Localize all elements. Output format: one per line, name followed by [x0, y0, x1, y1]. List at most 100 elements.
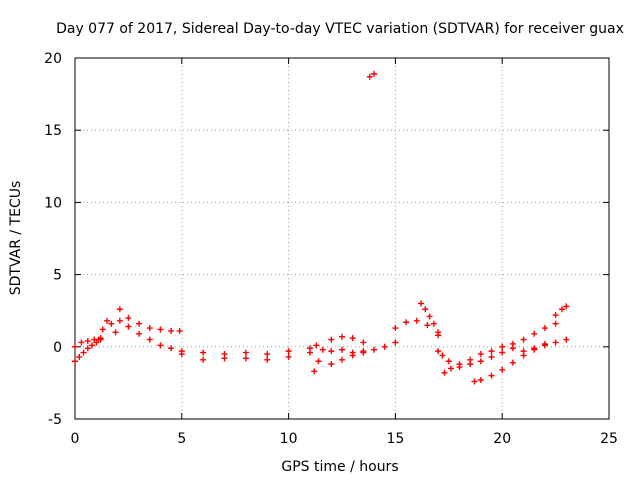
data-point: [168, 345, 175, 352]
data-point: [136, 330, 143, 337]
data-point: [112, 329, 119, 336]
data-point: [339, 346, 345, 353]
data-point: [563, 336, 570, 343]
data-point: [95, 336, 102, 343]
data-point: [509, 359, 516, 366]
data-point: [136, 320, 143, 327]
data-point: [392, 325, 399, 332]
data-point: [306, 345, 313, 352]
x-tick-label: 10: [280, 431, 298, 447]
data-point: [349, 352, 356, 359]
data-point: [264, 351, 271, 358]
y-tick-label: -5: [48, 412, 62, 428]
data-point: [552, 312, 559, 319]
y-tick-label: 5: [53, 268, 62, 284]
data-point: [311, 368, 318, 375]
x-tick-label: 25: [600, 431, 618, 447]
data-point: [157, 326, 164, 333]
x-tick-label: 5: [177, 431, 186, 447]
data-point: [413, 317, 420, 324]
data-point: [84, 338, 91, 345]
data-point: [426, 313, 433, 320]
data-point: [499, 366, 506, 373]
grid-lines: [75, 58, 609, 419]
data-point: [471, 378, 478, 385]
data-point: [125, 323, 132, 330]
data-point: [467, 356, 474, 363]
data-point: [146, 336, 153, 343]
data-point: [178, 351, 185, 358]
data-point: [108, 320, 115, 327]
data-point: [488, 372, 495, 379]
data-point: [403, 319, 410, 326]
data-point: [371, 70, 378, 77]
x-tick-labels: 0 5 10 15 20 25: [71, 431, 618, 447]
data-point: [488, 353, 495, 360]
data-point: [499, 349, 506, 356]
data-point: [477, 377, 484, 384]
data-point: [552, 339, 559, 346]
data-point: [488, 348, 495, 355]
data-point: [477, 351, 484, 358]
data-point: [520, 336, 527, 343]
data-point: [422, 306, 429, 313]
data-point: [242, 349, 249, 356]
data-point: [328, 348, 335, 355]
plot-frame: [74, 57, 610, 420]
y-tick-labels: -5 0 5 10 15 20: [44, 51, 62, 428]
data-point: [157, 342, 164, 349]
data-point: [99, 326, 106, 333]
data-point: [319, 346, 326, 353]
data-point: [146, 325, 153, 332]
data-point: [541, 325, 548, 332]
data-point: [435, 332, 442, 339]
data-point: [435, 348, 442, 355]
data-point: [84, 345, 91, 352]
data-point: [176, 327, 183, 334]
data-point: [125, 314, 132, 321]
data-point: [418, 300, 425, 307]
data-point: [552, 320, 559, 327]
data-point: [285, 348, 292, 355]
data-point: [456, 361, 463, 368]
data-point: [89, 342, 96, 349]
y-tick-label: 0: [53, 340, 62, 356]
data-point: [366, 73, 373, 80]
y-tick-label: 15: [44, 123, 62, 139]
y-tick-label: 20: [44, 51, 62, 67]
data-point: [339, 333, 345, 340]
data-point: [200, 349, 207, 356]
data-point: [76, 353, 83, 360]
data-point: [430, 320, 437, 327]
data-point: [559, 306, 566, 313]
data-point: [328, 336, 335, 343]
data-point: [477, 358, 484, 365]
data-point: [315, 358, 322, 365]
data-point: [339, 356, 345, 363]
data-point: [499, 343, 506, 350]
data-point: [371, 346, 378, 353]
data-point: [72, 343, 78, 350]
data-point: [104, 317, 111, 324]
x-tick-label: 15: [386, 431, 404, 447]
data-point: [116, 317, 123, 324]
x-tick-label: 0: [71, 431, 80, 447]
data-point: [381, 343, 388, 350]
axis-ticks: [74, 57, 610, 420]
y-tick-label: 10: [44, 195, 62, 211]
data-point: [392, 339, 399, 346]
data-point: [509, 340, 516, 347]
data-point: [200, 356, 207, 363]
data-point: [360, 339, 367, 346]
data-point: [447, 365, 454, 372]
data-point: [242, 355, 249, 362]
data-point: [264, 356, 271, 363]
y-axis-label: SDTVAR / TECUs: [8, 181, 24, 296]
data-point: [520, 348, 527, 355]
data-point: [78, 339, 85, 346]
data-point: [72, 358, 78, 365]
data-point: [285, 353, 292, 360]
chart-title: Day 077 of 2017, Sidereal Day-to-day VTE…: [56, 21, 624, 37]
data-point: [168, 327, 175, 334]
